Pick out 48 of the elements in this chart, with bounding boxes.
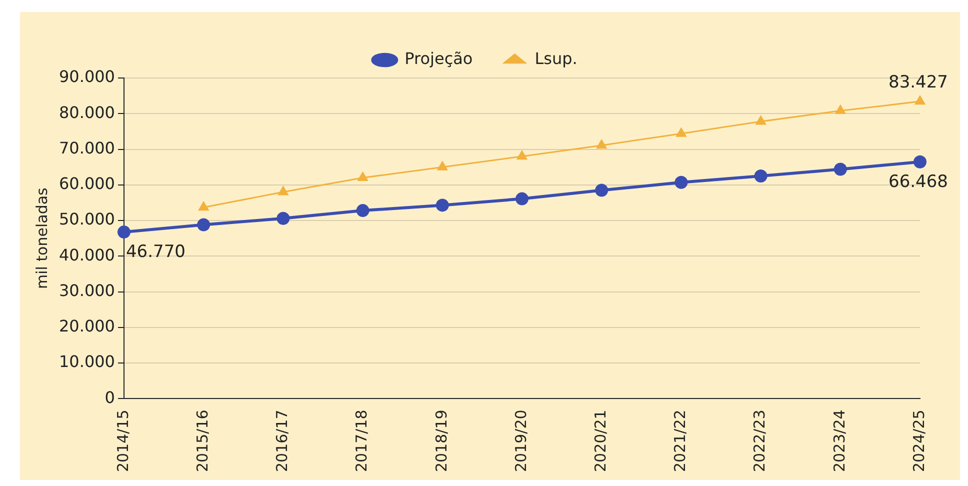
point xyxy=(198,202,209,211)
x-tick-label: 2022/23 xyxy=(750,410,769,472)
point xyxy=(437,161,448,170)
point xyxy=(436,198,449,212)
point xyxy=(358,172,368,182)
point xyxy=(197,218,210,232)
x-tick-label: 2024/25 xyxy=(910,410,928,472)
y-tick-label: 20.000 xyxy=(59,316,115,336)
y-tick-label: 40.000 xyxy=(59,245,115,264)
point xyxy=(278,186,288,196)
x-tick-label: 2017/18 xyxy=(352,410,371,472)
point xyxy=(834,162,847,176)
x-tick-label: 2014/15 xyxy=(114,410,132,472)
point xyxy=(674,176,688,189)
point xyxy=(754,169,768,182)
legend-label: Projeção xyxy=(404,49,473,68)
x-tick-label: 2021/22 xyxy=(671,410,690,472)
point xyxy=(117,226,130,239)
point xyxy=(516,150,528,160)
x-tick-label: 2015/16 xyxy=(193,410,212,472)
y-axis-title: mil toneladas xyxy=(32,187,51,290)
y-tick-label: 70.000 xyxy=(59,138,115,158)
point xyxy=(835,105,846,114)
point xyxy=(676,128,686,137)
point xyxy=(515,192,528,206)
data-label: 66.468 xyxy=(888,172,948,192)
point xyxy=(596,140,607,149)
x-tick-label: 2016/17 xyxy=(273,410,292,472)
point xyxy=(356,204,370,218)
point xyxy=(756,116,766,125)
data-label: 83.427 xyxy=(888,72,948,92)
data-label: 46.770 xyxy=(126,242,186,262)
point xyxy=(914,96,926,105)
x-tick-label: 2018/19 xyxy=(432,410,450,472)
point xyxy=(276,212,290,225)
y-tick-label: 50.000 xyxy=(59,210,115,229)
legend-label: Lsup. xyxy=(534,49,578,68)
point xyxy=(595,184,608,197)
y-tick-label: 10.000 xyxy=(59,352,115,372)
y-tick-label: 60.000 xyxy=(59,174,115,194)
y-tick-label: 30.000 xyxy=(59,280,115,300)
y-tick-label: 90.000 xyxy=(59,67,115,86)
y-tick-label: 80.000 xyxy=(59,102,115,122)
x-tick-label: 2020/21 xyxy=(591,410,610,472)
x-tick-label: 2023/24 xyxy=(830,410,848,472)
x-tick-label: 2019/20 xyxy=(512,410,530,472)
point xyxy=(914,155,926,168)
y-tick-label: 0 xyxy=(104,388,115,407)
